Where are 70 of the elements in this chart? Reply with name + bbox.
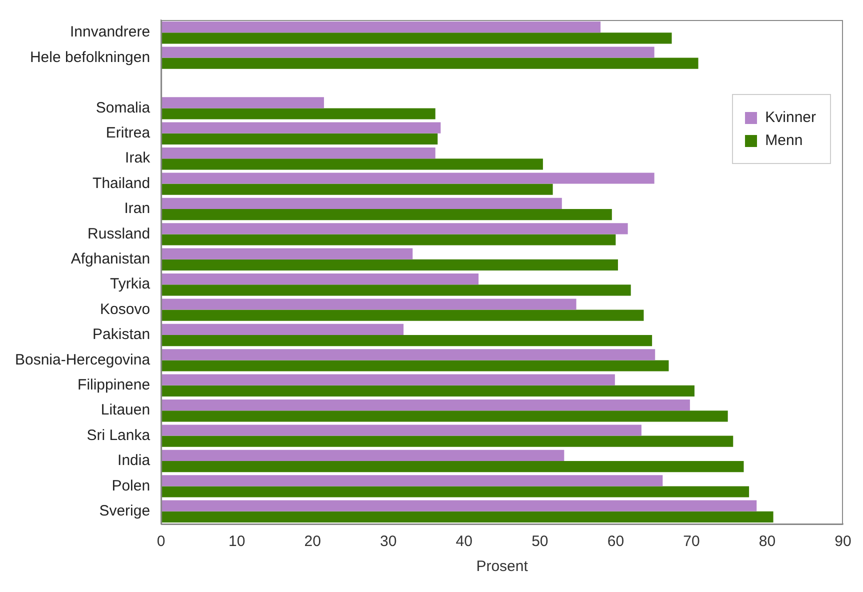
bar [161, 22, 601, 33]
y-tick-label: Irak [125, 150, 151, 167]
y-tick-label: Pakistan [92, 326, 150, 344]
y-tick-label: Russland [88, 225, 150, 242]
y-tick-label: Filippinene [78, 376, 150, 394]
bar [161, 400, 690, 411]
y-tick-label: India [118, 452, 151, 470]
y-tick-label: Somalia [96, 99, 151, 116]
bar [161, 374, 615, 386]
bar [161, 298, 576, 310]
bar [161, 133, 438, 144]
bar [161, 335, 652, 346]
bar [161, 274, 479, 285]
bar [161, 436, 734, 447]
x-tick-label: 20 [304, 533, 321, 550]
y-tick-label: Afghanistan [70, 250, 150, 268]
y-tick-label: Litauen [100, 402, 150, 419]
bar [161, 410, 728, 422]
x-tick-label: 30 [380, 533, 397, 550]
bar [161, 223, 628, 234]
bar [161, 234, 616, 246]
bar [161, 122, 441, 134]
x-tick-label: 90 [834, 533, 852, 550]
y-tick-label: Iran [124, 200, 150, 218]
bar [161, 184, 553, 195]
x-axis-title: Prosent [476, 558, 529, 576]
y-tick-label: Bosnia-Hercegovina [14, 351, 151, 368]
x-tick-label: 0 [156, 533, 166, 550]
bar [161, 475, 663, 486]
bar [161, 324, 404, 335]
bar [161, 461, 744, 472]
x-tick-label: 70 [683, 533, 700, 550]
bar [161, 172, 654, 184]
bar [161, 148, 436, 159]
x-tick-label: 60 [607, 533, 624, 550]
bar [161, 511, 774, 522]
bar [161, 500, 757, 512]
y-tick-label: Sri Lanka [86, 426, 151, 444]
legend-label: Menn [765, 132, 803, 149]
x-tick-label: 40 [456, 533, 472, 550]
bar [161, 46, 654, 58]
x-tick-label: 10 [228, 533, 246, 550]
y-tick-label: Kosovo [100, 300, 150, 318]
bar [161, 158, 543, 170]
bar [161, 424, 642, 436]
bar [161, 450, 564, 461]
bar [161, 198, 562, 209]
bar [161, 248, 413, 260]
bar [161, 259, 618, 270]
y-tick-label: Innvandrere [70, 24, 150, 41]
bar [161, 209, 612, 220]
legend-label: Kvinner [765, 109, 816, 126]
y-tick-label: Eritrea [106, 124, 151, 142]
bar [161, 284, 631, 296]
y-tick-label: Polen [112, 477, 150, 494]
x-tick-label: 50 [532, 533, 548, 550]
bar [161, 97, 324, 108]
y-tick-label: Hele befolkningen [30, 48, 150, 66]
y-tick-label: Thailand [92, 174, 150, 192]
y-tick-label: Sverige [99, 502, 150, 520]
y-tick-label: Tyrkia [110, 276, 151, 293]
bar [161, 310, 644, 321]
bar [161, 58, 698, 69]
bar [161, 385, 694, 396]
x-tick-label: 80 [758, 533, 776, 550]
bar [161, 108, 436, 120]
bar [161, 32, 672, 44]
bar [161, 349, 656, 360]
bar [161, 360, 669, 372]
bar [161, 486, 750, 498]
